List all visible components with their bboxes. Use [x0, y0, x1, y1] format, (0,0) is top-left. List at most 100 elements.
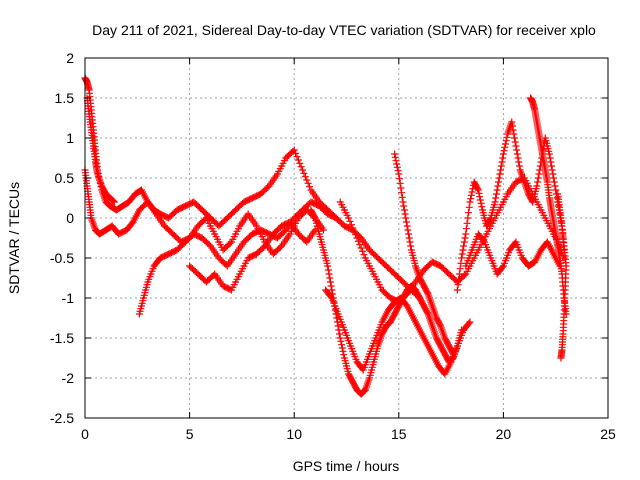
data-point: [226, 239, 234, 247]
data-point: [326, 274, 334, 282]
data-point: [465, 319, 473, 327]
data-point: [324, 266, 332, 274]
data-point: [340, 351, 348, 359]
data-point: [460, 238, 468, 246]
data-point: [299, 166, 307, 174]
data-point: [337, 337, 345, 345]
data-point: [513, 150, 521, 158]
data-point: [462, 225, 470, 233]
data-point: [352, 231, 360, 239]
data-point: [294, 156, 302, 164]
data-point: [534, 174, 542, 182]
data-point: [339, 347, 347, 355]
data-point: [474, 185, 482, 193]
data-point: [498, 158, 506, 166]
data-point: [398, 189, 406, 197]
data-point: [296, 159, 304, 167]
y-tick-label: -2.5: [50, 410, 74, 426]
data-point: [423, 309, 431, 317]
data-point: [511, 138, 519, 146]
data-point: [495, 178, 503, 186]
data-point: [393, 163, 401, 171]
series-points: [186, 218, 319, 294]
data-point: [402, 214, 410, 222]
data-point: [553, 194, 561, 202]
data-point: [354, 237, 362, 245]
data-point: [395, 175, 403, 183]
data-point: [474, 186, 482, 194]
y-tick-label: -0.5: [50, 250, 74, 266]
data-point: [407, 242, 415, 250]
data-point: [393, 160, 401, 168]
y-tick-label: 2: [66, 50, 74, 66]
data-point: [465, 209, 473, 217]
data-point: [290, 146, 298, 154]
data-point: [359, 247, 367, 255]
data-point: [455, 275, 463, 283]
data-point: [455, 270, 463, 278]
data-point: [406, 238, 414, 246]
data-point: [556, 262, 564, 270]
data-point: [405, 234, 413, 242]
data-point: [356, 241, 364, 249]
data-point: [461, 234, 469, 242]
data-point: [336, 334, 344, 342]
data-point: [496, 170, 504, 178]
data-point: [464, 214, 472, 222]
data-point: [501, 143, 509, 151]
data-point: [397, 184, 405, 192]
data-point: [534, 178, 542, 186]
data-point: [515, 162, 523, 170]
data-point: [353, 234, 361, 242]
data-point: [486, 215, 494, 223]
plot-border: [84, 57, 609, 419]
data-point: [499, 150, 507, 158]
data-point: [476, 193, 484, 201]
data-point: [391, 153, 399, 161]
y-tick-label: 0: [66, 210, 74, 226]
data-point: [346, 217, 354, 225]
x-tick-label: 15: [391, 426, 407, 442]
data-point: [467, 195, 475, 203]
data-point: [475, 189, 483, 197]
data-point: [448, 349, 456, 357]
data-point: [403, 222, 411, 230]
data-point: [510, 130, 518, 138]
data-point: [460, 242, 468, 250]
y-tick-label: -2: [62, 370, 75, 386]
data-point: [458, 250, 466, 258]
data-point: [454, 281, 462, 289]
data-point: [400, 202, 408, 210]
data-point: [345, 214, 353, 222]
data-point: [324, 262, 332, 270]
data-point: [336, 330, 344, 338]
data-point: [513, 146, 521, 154]
data-point: [458, 254, 466, 262]
data-point: [398, 193, 406, 201]
data-point: [301, 173, 309, 181]
x-tick-label: 0: [81, 426, 89, 442]
data-point: [514, 154, 522, 162]
data-point: [476, 196, 484, 204]
series-points: [462, 230, 564, 278]
y-tick-label: -1: [62, 290, 75, 306]
data-point: [494, 182, 502, 190]
series-points: [135, 198, 424, 318]
data-point: [391, 150, 399, 158]
data-point: [404, 226, 412, 234]
x-tick-label: 10: [286, 426, 302, 442]
data-points: [81, 74, 570, 398]
data-point: [497, 162, 505, 170]
data-point: [550, 178, 558, 186]
data-point: [548, 162, 556, 170]
data-point: [477, 199, 485, 207]
x-tick-label: 5: [186, 426, 194, 442]
data-point: [478, 203, 486, 211]
data-point: [453, 286, 461, 294]
data-point: [395, 170, 403, 178]
data-point: [508, 118, 516, 126]
data-point: [327, 293, 335, 301]
data-point: [327, 282, 335, 290]
data-point: [394, 167, 402, 175]
